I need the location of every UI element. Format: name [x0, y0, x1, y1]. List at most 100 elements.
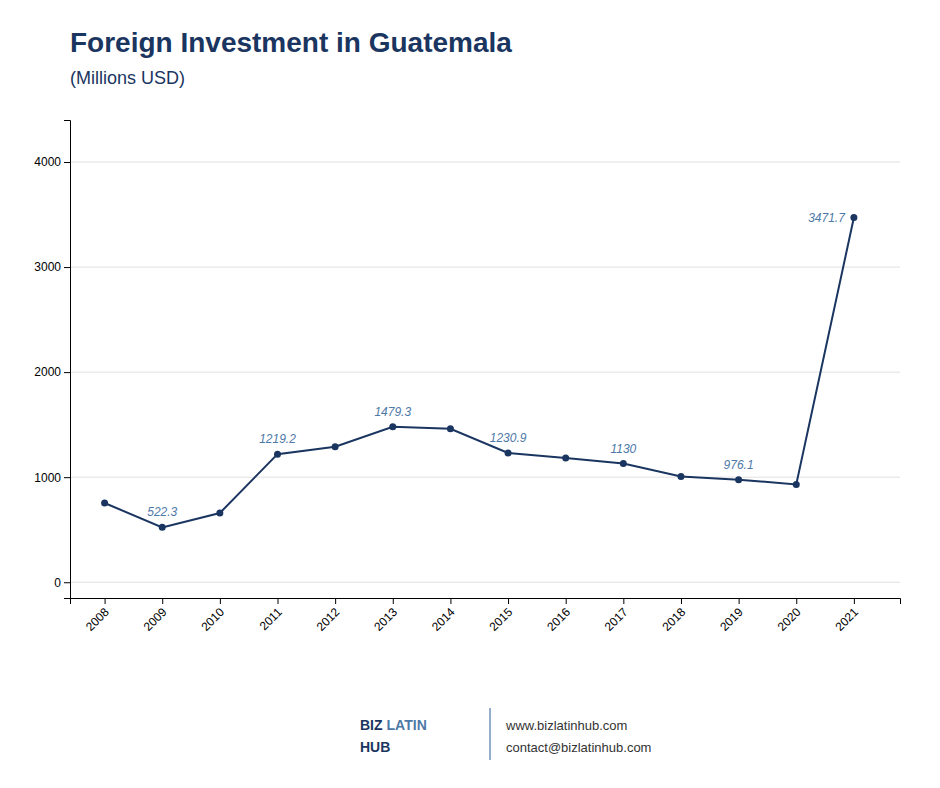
y-tick-label: 1000: [34, 471, 61, 485]
x-tick-mark: [681, 598, 682, 604]
point: [159, 524, 166, 531]
point: [677, 473, 684, 480]
chart: Foreign Investment in Guatemala (Millions…: [0, 0, 940, 788]
y-axis-line: [64, 121, 71, 599]
y-tick: 0: [54, 576, 70, 590]
x-tick: 2019: [717, 598, 746, 634]
x-tick-mark: [796, 598, 797, 604]
point: [274, 451, 281, 458]
annotation: 3471.7: [808, 211, 846, 225]
x-tick-label: 2020: [775, 605, 804, 634]
x-tick-label: 2017: [602, 605, 631, 634]
point: [620, 460, 627, 467]
x-tick-mark: [162, 598, 163, 604]
x-tick-mark: [278, 598, 279, 604]
y-tick-label: 4000: [34, 155, 61, 169]
point: [793, 481, 800, 488]
x-tick-label: 2018: [659, 605, 688, 634]
x-tick-mark: [739, 598, 740, 604]
x-tick-mark: [508, 598, 509, 604]
y-tick-mark: [64, 162, 70, 163]
point: [389, 423, 396, 430]
point: [850, 214, 857, 221]
point: [562, 455, 569, 462]
marks: [101, 214, 857, 531]
x-tick-label: 2015: [487, 605, 516, 634]
y-tick-mark: [64, 477, 70, 478]
annotation: 976.1: [724, 458, 754, 472]
x-tick-label: 2021: [832, 605, 861, 634]
grid-line: [70, 582, 900, 583]
y-tick-label: 3000: [34, 260, 61, 274]
annotation: 1219.2: [259, 432, 296, 446]
plot: 0 1000 2000 3000 4000 2008 2009 2010 2011 2012 201…: [34, 121, 900, 634]
footer-text: contact@bizlatinhub.com: [506, 740, 651, 755]
x-tick-mark: [335, 598, 336, 604]
grid-line: [70, 267, 900, 268]
x-tick-mark: [220, 598, 221, 604]
subtitle: (Millions USD): [70, 68, 185, 88]
y-axis: 0 1000 2000 3000 4000: [34, 121, 70, 599]
annotation: 522.3: [147, 505, 177, 519]
point: [101, 500, 108, 507]
point: [447, 425, 454, 432]
x-tick-mark: [623, 598, 624, 604]
footer-text: LATIN: [387, 717, 427, 733]
x-tick: 2018: [659, 598, 688, 634]
point: [216, 510, 223, 517]
x-tick-mark: [393, 598, 394, 604]
y-tick-label: 0: [54, 576, 61, 590]
y-tick: 1000: [34, 471, 70, 485]
grid: [70, 162, 900, 582]
footer-text: www.bizlatinhub.com: [505, 718, 627, 733]
x-tick-mark: [450, 598, 451, 604]
x-tick: 2013: [371, 598, 400, 634]
title: Foreign Investment in Guatemala: [70, 27, 512, 58]
x-tick: 2020: [775, 598, 804, 634]
y-tick-mark: [64, 372, 70, 373]
grid-line: [70, 162, 900, 163]
x-tick: 2010: [198, 598, 227, 634]
x-tick-label: 2009: [141, 605, 170, 634]
x-tick: 2014: [429, 598, 458, 634]
footer-text: BIZ: [360, 717, 383, 733]
x-axis: 2008 2009 2010 2011 2012 2013 2014 2015 2016 2017…: [71, 598, 901, 634]
x-tick-label: 2016: [544, 605, 573, 634]
x-tick-label: 2013: [371, 605, 400, 634]
x-tick: 2021: [832, 598, 861, 634]
footer-text: HUB: [360, 739, 390, 755]
y-tick-mark: [64, 267, 70, 268]
x-tick-label: 2010: [198, 605, 227, 634]
point: [735, 476, 742, 483]
footer-divider: [489, 708, 490, 760]
y-tick-label: 2000: [34, 365, 61, 379]
y-tick-mark: [64, 582, 70, 583]
x-tick-mark: [854, 598, 855, 604]
x-tick: 2012: [314, 598, 343, 634]
x-axis-line: [71, 599, 901, 605]
footer: BIZLATIN HUB www.bizlatinhub.com contact@bi…: [360, 708, 651, 760]
y-tick: 2000: [34, 365, 70, 379]
point: [505, 449, 512, 456]
annotation: 1130: [610, 442, 636, 456]
x-tick-mark: [566, 598, 567, 604]
x-tick-mark: [105, 598, 106, 604]
y-tick: 3000: [34, 260, 70, 274]
x-tick: 2016: [544, 598, 573, 634]
annotations: 522.3 1219.2 1479.3 1230.9 1130 976.1 3471.7: [147, 211, 846, 520]
x-tick-label: 2012: [314, 605, 343, 634]
annotation: 1479.3: [374, 405, 411, 419]
x-tick: 2009: [141, 598, 170, 634]
x-tick-label: 2019: [717, 605, 746, 634]
grid-line: [70, 372, 900, 373]
grid-line: [70, 477, 900, 478]
y-tick: 4000: [34, 155, 70, 169]
x-tick: 2017: [602, 598, 631, 634]
x-tick-label: 2014: [429, 605, 458, 634]
x-tick: 2015: [487, 598, 516, 634]
x-tick: 2011: [257, 598, 285, 633]
x-tick-label: 2011: [257, 605, 285, 633]
annotation: 1230.9: [490, 431, 527, 445]
point: [332, 443, 339, 450]
x-tick: 2008: [83, 598, 112, 634]
